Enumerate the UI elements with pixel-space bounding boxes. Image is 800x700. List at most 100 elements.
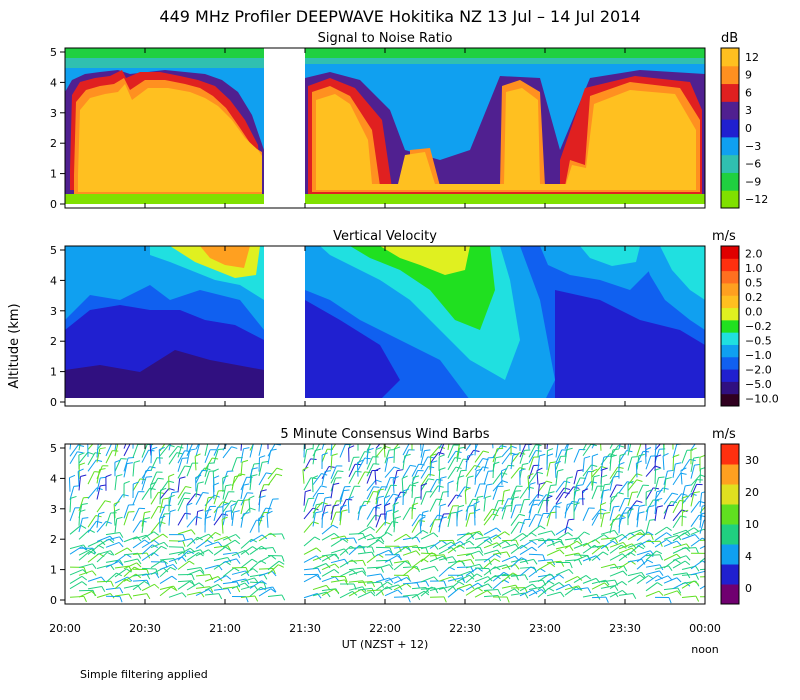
wind-barb xyxy=(555,583,574,591)
colorbar-tick-label: −0.2 xyxy=(745,320,772,333)
wind-barb xyxy=(537,494,553,507)
wind-barb xyxy=(618,593,637,600)
wind-barb xyxy=(420,444,426,458)
wind-barb xyxy=(240,447,250,463)
wind-barb xyxy=(321,511,329,528)
wind-barb xyxy=(573,498,586,513)
wind-barb xyxy=(321,444,325,450)
wind-barb xyxy=(456,475,465,492)
wind-barb xyxy=(456,509,463,527)
wind-barb xyxy=(663,577,682,584)
colorbar-tick-label: 3 xyxy=(745,104,752,117)
wind-barb xyxy=(312,511,322,527)
colorbar-tick-label: 0.5 xyxy=(745,276,763,289)
wind-barb xyxy=(555,532,573,541)
wind-barb xyxy=(339,590,358,599)
wind-barb xyxy=(573,489,581,506)
wind-barb xyxy=(645,582,663,592)
wind-barb xyxy=(420,552,438,563)
snr-colorbar: dB 12 9 6 3 0 −3 −6 −9 −12 xyxy=(720,31,768,209)
wind-barb xyxy=(168,494,175,512)
wind-barb xyxy=(168,592,187,598)
wind-barb xyxy=(230,502,237,520)
colorbar-swatch xyxy=(721,393,739,407)
wind-barb xyxy=(483,527,502,536)
wind-barb xyxy=(564,447,573,464)
wind-barb xyxy=(447,588,465,598)
wind-barb xyxy=(474,495,484,512)
colorbar-swatch xyxy=(721,190,739,209)
wind-barb xyxy=(690,528,705,535)
wind-barb xyxy=(312,503,323,519)
wind-barb xyxy=(636,504,646,521)
wind-barb xyxy=(411,444,413,451)
wind-barb xyxy=(681,534,700,540)
colorbar-tick-label: −12 xyxy=(745,193,768,206)
wind-barb xyxy=(464,487,471,505)
wind-barb xyxy=(465,546,484,553)
wind-barb xyxy=(186,582,205,591)
wind-barb xyxy=(321,563,340,571)
wind-barb xyxy=(132,481,140,499)
wind-barb xyxy=(663,590,682,596)
wind-barb xyxy=(114,568,132,578)
colorbar-swatch xyxy=(721,584,739,605)
vv-lower-blue-2 xyxy=(305,300,400,400)
wind-barb xyxy=(690,456,700,473)
wind-barb xyxy=(636,559,654,570)
wind-barb xyxy=(438,467,446,484)
colorbar-tick-label: −9 xyxy=(745,175,761,188)
wind-barb xyxy=(690,552,705,555)
y-tick-label: 3 xyxy=(50,503,57,516)
wind-barb xyxy=(627,529,646,535)
wind-barb xyxy=(635,460,643,478)
wind-barb xyxy=(474,450,490,463)
wind-barb xyxy=(141,517,150,533)
wind-barb xyxy=(519,566,537,577)
wind-barb xyxy=(600,563,619,570)
wind-barb xyxy=(222,446,238,459)
wind-barb xyxy=(456,574,475,583)
wind-barb xyxy=(627,473,643,486)
wind-barb xyxy=(392,475,399,493)
wind-barb xyxy=(204,541,223,547)
wind-barb xyxy=(519,540,537,549)
wind-barb xyxy=(375,445,391,458)
wind-barb xyxy=(258,515,265,533)
wind-barb xyxy=(609,580,628,589)
colorbar-tick-label: 12 xyxy=(745,51,759,64)
wind-barb xyxy=(222,567,240,577)
wind-barb xyxy=(420,491,433,505)
wind-barb xyxy=(636,531,654,542)
wind-barb xyxy=(96,550,115,556)
wind-barb xyxy=(267,467,283,480)
wind-barb xyxy=(699,467,705,484)
wind-barb xyxy=(554,460,561,478)
wind-barb xyxy=(195,588,214,597)
wind-barb xyxy=(114,494,129,507)
y-tick-label: 5 xyxy=(50,244,57,257)
wind-barb xyxy=(546,505,561,519)
wind-barb xyxy=(411,580,430,587)
wind-barb xyxy=(69,451,84,465)
wind-barb xyxy=(401,475,408,493)
wind-barb xyxy=(195,481,204,498)
wind-barb xyxy=(186,502,193,520)
wind-barb xyxy=(645,465,661,477)
wind-barb xyxy=(366,479,382,492)
wind-barb xyxy=(375,564,394,570)
wind-barb xyxy=(654,596,672,604)
wind-barb xyxy=(474,444,477,456)
wind-barb xyxy=(402,582,421,589)
wind-barb xyxy=(213,513,229,526)
wind-y-axis: 0 1 2 3 4 5 xyxy=(50,442,65,607)
wind-barb xyxy=(680,467,687,485)
wind-barb xyxy=(654,444,657,457)
wind-barb xyxy=(393,576,412,584)
wind-barb xyxy=(519,498,531,514)
colorbar-tick-label: 1.0 xyxy=(745,262,763,275)
wind-barb xyxy=(699,568,705,571)
wind-barb xyxy=(267,533,285,540)
wind-barb xyxy=(654,454,662,471)
wind-barb xyxy=(402,566,420,577)
